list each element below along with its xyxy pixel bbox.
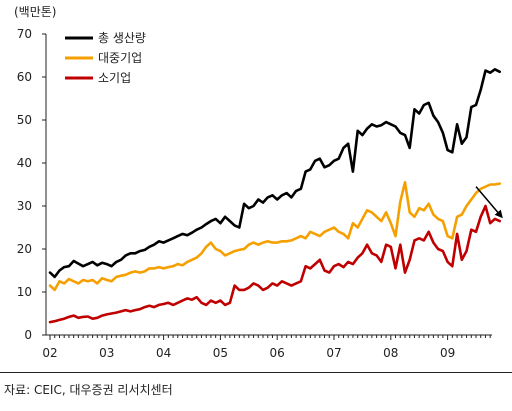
x-tick-label: 07	[326, 346, 341, 360]
y-tick-label: 40	[17, 156, 32, 170]
x-tick-label: 02	[42, 346, 57, 360]
axes: 0 10 20 30 40 50 60 70 02 03 04 05 06 07 08 09	[17, 27, 492, 360]
y-tick-label: 70	[17, 27, 32, 41]
y-tick-label: 50	[17, 113, 32, 127]
source-note: 자료: CEIC, 대우증권 리서치센터	[4, 383, 173, 397]
y-tick-label: 20	[17, 242, 32, 256]
legend-label-2: 소기업	[98, 71, 131, 85]
x-tick-label: 08	[383, 346, 398, 360]
y-tick-label: 60	[17, 70, 32, 84]
y-tick-label: 10	[17, 285, 32, 299]
legend-label-0: 총 생산량	[98, 31, 146, 45]
annotations	[475, 186, 503, 219]
legend-label-1: 대중기업	[98, 51, 142, 65]
series-lines	[48, 68, 502, 324]
series-line-1	[48, 181, 502, 292]
x-tick-label: 05	[213, 346, 228, 360]
footer-divider	[0, 372, 512, 373]
series-line-2	[48, 204, 502, 324]
y-tick-label: 0	[24, 328, 32, 342]
x-tick-label: 04	[156, 346, 171, 360]
series-line-0	[48, 68, 502, 279]
y-unit-label: (백만톤)	[14, 5, 56, 19]
x-tick-label: 09	[440, 346, 455, 360]
x-tick-label: 03	[99, 346, 114, 360]
y-tick-label: 30	[17, 199, 32, 213]
x-tick-label: 06	[270, 346, 285, 360]
trend-arrow	[475, 186, 503, 219]
line-chart: (백만톤) 0 10 20 30 40 50 60 70 02 03 04 05 06 07 08 09 총 …	[14, 5, 503, 360]
